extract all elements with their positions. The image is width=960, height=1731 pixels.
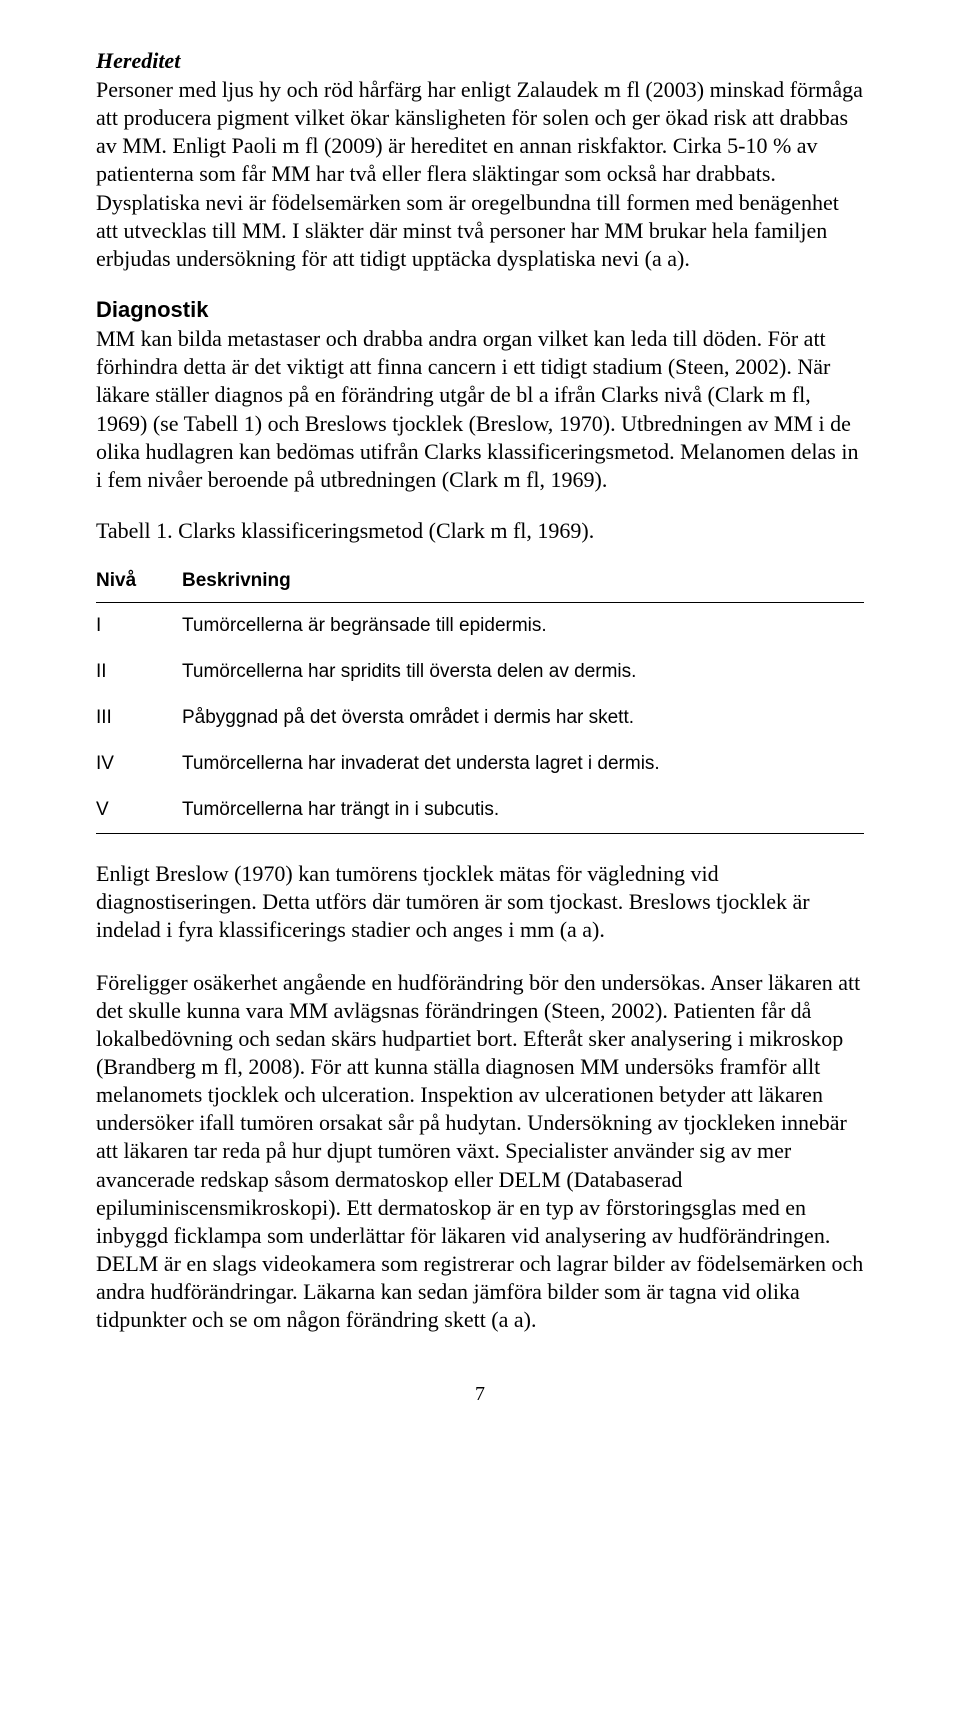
paragraph-diagnostik: MM kan bilda metastaser och drabba andra… [96, 325, 864, 494]
table-row: III Påbyggnad på det översta området i d… [96, 695, 864, 741]
table-row: IV Tumörcellerna har invaderat det under… [96, 741, 864, 787]
page-number: 7 [96, 1383, 864, 1406]
table-caption: Tabell 1. Clarks klassificeringsmetod (C… [96, 518, 864, 544]
cell-desc: Tumörcellerna har invaderat det understa… [182, 741, 864, 787]
cell-level: V [96, 787, 182, 834]
cell-level: III [96, 695, 182, 741]
paragraph-hereditet: Personer med ljus hy och röd hårfärg har… [96, 76, 864, 273]
section-heading-hereditet: Hereditet [96, 48, 864, 74]
cell-level: I [96, 603, 182, 650]
paragraph-breslow: Enligt Breslow (1970) kan tumörens tjock… [96, 860, 864, 944]
table-row: I Tumörcellerna är begränsade till epide… [96, 603, 864, 650]
cell-desc: Påbyggnad på det översta området i dermi… [182, 695, 864, 741]
table-row: V Tumörcellerna har trängt in i subcutis… [96, 787, 864, 834]
table-header-level: Nivå [96, 562, 182, 603]
cell-level: II [96, 649, 182, 695]
table-row: II Tumörcellerna har spridits till övers… [96, 649, 864, 695]
clarks-table: Nivå Beskrivning I Tumörcellerna är begr… [96, 562, 864, 834]
table-header-desc: Beskrivning [182, 562, 864, 603]
cell-desc: Tumörcellerna har spridits till översta … [182, 649, 864, 695]
cell-desc: Tumörcellerna har trängt in i subcutis. [182, 787, 864, 834]
page: Hereditet Personer med ljus hy och röd h… [0, 0, 960, 1454]
cell-level: IV [96, 741, 182, 787]
paragraph-diagnostic-methods: Föreligger osäkerhet angående en hudförä… [96, 969, 864, 1335]
table-header-row: Nivå Beskrivning [96, 562, 864, 603]
section-heading-diagnostik: Diagnostik [96, 297, 864, 323]
cell-desc: Tumörcellerna är begränsade till epiderm… [182, 603, 864, 650]
